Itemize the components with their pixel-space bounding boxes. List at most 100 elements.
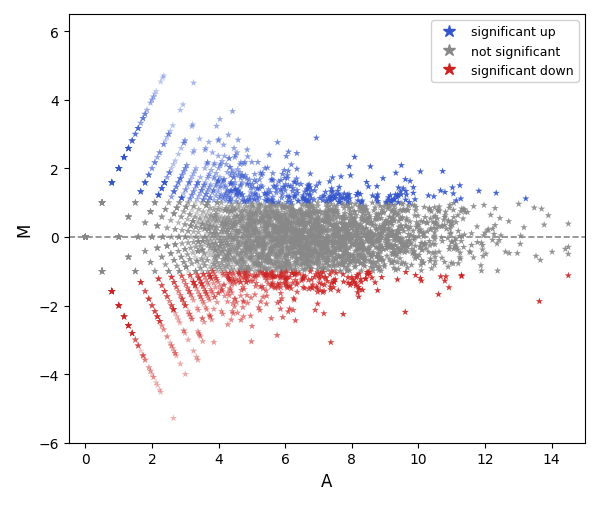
not significant [422,228,432,236]
significant down [152,313,162,321]
not significant [146,208,155,216]
not significant [247,238,256,246]
not significant [281,209,291,217]
not significant [220,215,230,223]
not significant [367,220,376,228]
not significant [217,239,226,247]
not significant [243,228,253,236]
not significant [277,215,286,223]
not significant [229,224,239,232]
significant down [127,330,137,338]
significant down [266,315,276,323]
not significant [206,230,215,238]
not significant [80,233,90,241]
not significant [80,233,90,241]
not significant [239,233,248,241]
not significant [133,233,143,241]
significant down [140,288,150,296]
not significant [360,218,370,226]
significant up [138,115,148,123]
not significant [245,235,254,243]
not significant [133,233,143,241]
not significant [337,236,347,244]
not significant [361,246,370,255]
not significant [175,268,184,276]
not significant [307,239,317,247]
not significant [251,212,260,220]
significant down [179,298,188,307]
not significant [239,214,248,222]
not significant [187,260,197,268]
significant up [107,179,116,187]
not significant [230,207,239,215]
not significant [220,207,230,215]
not significant [255,218,265,226]
not significant [316,208,325,216]
not significant [175,268,184,276]
not significant [287,206,297,214]
significant down [177,272,187,280]
not significant [375,263,385,271]
significant up [168,122,178,130]
not significant [343,233,353,241]
not significant [456,208,466,216]
not significant [265,258,274,266]
significant up [172,183,181,191]
not significant [238,224,247,232]
not significant [278,236,288,244]
not significant [188,218,198,226]
not significant [489,231,499,239]
not significant [97,199,107,207]
not significant [349,222,359,230]
not significant [342,267,352,275]
not significant [191,268,200,276]
not significant [329,203,339,211]
not significant [211,246,220,255]
not significant [283,258,293,266]
significant up [397,162,406,170]
not significant [297,200,307,209]
not significant [275,225,284,233]
not significant [80,233,90,241]
not significant [301,201,311,209]
not significant [209,230,218,238]
significant up [304,182,313,190]
not significant [189,239,199,247]
not significant [300,251,310,259]
not significant [273,242,283,250]
not significant [285,227,295,235]
not significant [329,262,339,270]
significant down [189,279,199,287]
not significant [383,232,393,240]
not significant [293,231,303,239]
not significant [350,215,359,223]
significant up [284,193,294,201]
not significant [449,214,458,222]
not significant [302,259,311,267]
not significant [299,250,308,258]
significant up [214,177,223,185]
not significant [313,208,323,216]
not significant [286,238,296,246]
not significant [262,225,271,233]
significant down [205,311,214,319]
significant up [114,165,124,173]
not significant [114,233,124,241]
not significant [254,256,263,264]
significant down [400,309,410,317]
not significant [272,203,281,211]
significant up [119,154,129,162]
significant up [203,159,212,167]
significant down [107,288,116,296]
not significant [230,218,239,226]
significant down [182,284,192,292]
not significant [317,216,327,224]
not significant [395,215,405,223]
not significant [483,227,493,235]
not significant [140,247,150,256]
significant down [140,288,150,296]
not significant [388,259,397,267]
significant down [187,315,197,323]
not significant [288,244,298,252]
not significant [114,233,124,241]
